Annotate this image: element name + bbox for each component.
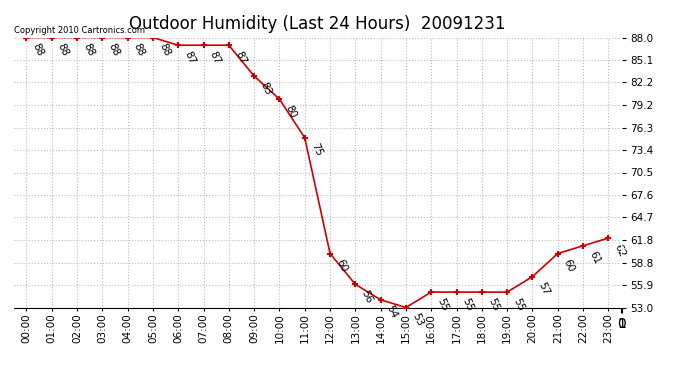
Text: 55: 55 [435,296,450,312]
Text: 56: 56 [359,288,374,305]
Text: 88: 88 [81,42,96,58]
Text: 87: 87 [208,50,222,66]
Text: 88: 88 [56,42,70,58]
Text: Copyright 2010 Cartronics.com: Copyright 2010 Cartronics.com [14,26,145,35]
Text: 54: 54 [385,304,400,320]
Text: 80: 80 [284,104,298,120]
Text: 83: 83 [258,80,273,96]
Text: 55: 55 [486,296,501,312]
Text: 60: 60 [562,258,577,274]
Text: 87: 87 [233,50,248,66]
Text: Outdoor Humidity (Last 24 Hours)  20091231: Outdoor Humidity (Last 24 Hours) 2009123… [129,15,506,33]
Text: 88: 88 [30,42,46,58]
Text: 55: 55 [461,296,475,312]
Text: 88: 88 [132,42,146,58]
Text: 62: 62 [613,242,627,258]
Text: 87: 87 [182,50,197,66]
Text: 88: 88 [157,42,172,58]
Text: 55: 55 [511,296,526,312]
Text: 60: 60 [334,258,349,274]
Text: 53: 53 [410,312,425,328]
Text: 61: 61 [587,250,602,266]
Text: 88: 88 [106,42,121,58]
Text: 75: 75 [309,142,324,158]
Text: 57: 57 [537,281,551,297]
